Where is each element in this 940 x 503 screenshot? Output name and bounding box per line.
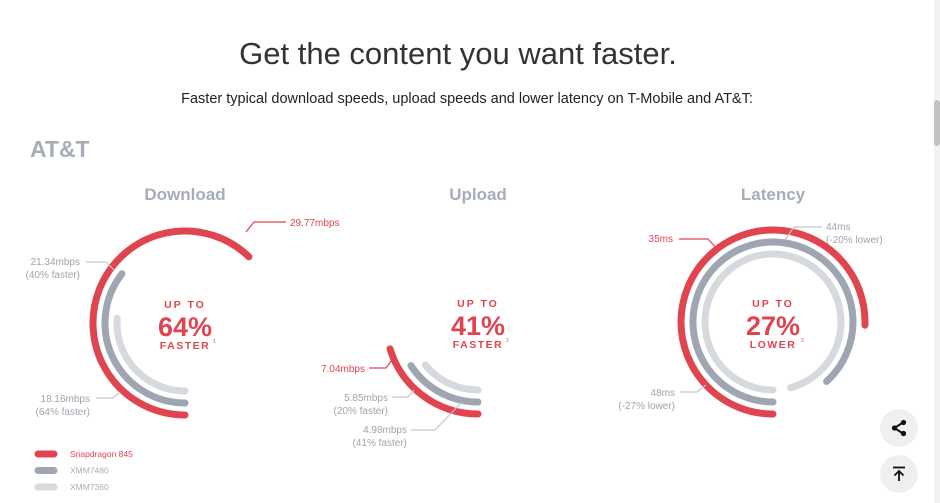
leader-line <box>369 359 393 369</box>
leader-line <box>784 226 822 241</box>
value-label: 29.77mbps <box>290 218 339 229</box>
arc-xmm7480 <box>407 362 482 406</box>
leader-line <box>680 384 707 393</box>
value-label: 21.34mbps <box>31 257 80 268</box>
footnote-marker: 3 <box>801 338 804 344</box>
arc-xmm7360 <box>113 314 189 395</box>
arc-snapdragon-845 <box>677 226 869 418</box>
center-top: UP TO <box>457 298 499 310</box>
page-subtitle: Faster typical download speeds, upload s… <box>181 91 753 107</box>
arc-xmm7360 <box>701 250 845 394</box>
value-note: (41% faster) <box>353 438 407 449</box>
value-label: 5.85mbps <box>344 393 388 404</box>
arc-xmm7480 <box>689 238 857 406</box>
carrier-heading: AT&T <box>30 136 90 162</box>
chart-upload: Upload 7.04mbps 5.85mbps (20% faster) 4.98mb… <box>321 185 509 449</box>
chart-download: Download 29.77mbps 21.34mbps (40% faster) 18… <box>26 185 339 419</box>
arc-snapdragon-845 <box>386 345 482 418</box>
leader-line <box>679 238 719 251</box>
share-icon <box>891 419 907 437</box>
legend-item: XMM7480 <box>34 466 109 476</box>
center-value: 64% <box>158 312 212 342</box>
chart-title: Latency <box>741 185 806 204</box>
value-note: (-20% lower) <box>826 235 883 246</box>
leader-line <box>96 391 121 399</box>
center-value: 27% <box>746 311 800 341</box>
footnote-marker: 2 <box>506 338 509 344</box>
legend-item: Snapdragon 845 <box>34 449 133 459</box>
share-button[interactable] <box>880 409 918 447</box>
center-top: UP TO <box>752 298 794 310</box>
value-label: 35ms <box>649 234 673 245</box>
legend-label: Snapdragon 845 <box>70 449 133 459</box>
legend-label: XMM7360 <box>70 482 109 492</box>
arc-xmm7360 <box>421 361 482 394</box>
leader-line <box>392 389 415 398</box>
back-to-top-button[interactable] <box>880 455 918 493</box>
arc-snapdragon-845 <box>89 227 253 419</box>
value-label: 4.98mbps <box>363 425 407 436</box>
center-top: UP TO <box>164 299 206 311</box>
chart-title: Download <box>144 185 225 204</box>
value-label: 7.04mbps <box>321 364 365 375</box>
value-label: 18.16mbps <box>41 394 90 405</box>
value-label: 44ms <box>826 222 850 233</box>
page-title: Get the content you want faster. <box>239 36 677 71</box>
arc-xmm7480 <box>101 270 189 407</box>
chart-latency: Latency 35ms 44ms (-20% lower) 48ms (-27% low… <box>618 185 883 418</box>
center-value: 41% <box>451 311 505 341</box>
center-bottom: FASTER <box>160 340 210 352</box>
center-bottom: FASTER <box>453 339 503 351</box>
back-to-top-icon <box>893 466 905 481</box>
value-note: (20% faster) <box>334 406 388 417</box>
scrollbar-thumb[interactable] <box>934 100 940 146</box>
legend-label: XMM7480 <box>70 466 109 476</box>
value-label: 48ms <box>651 388 675 399</box>
legend-item: XMM7360 <box>34 482 109 492</box>
scrollbar[interactable] <box>934 0 940 503</box>
leader-line <box>411 401 463 431</box>
leader-line <box>86 261 115 271</box>
chart-title: Upload <box>449 185 507 204</box>
footnote-marker: 1 <box>213 339 216 345</box>
center-bottom: LOWER <box>750 339 797 351</box>
value-note: (64% faster) <box>36 407 90 418</box>
value-note: (40% faster) <box>26 270 80 281</box>
value-note: (-27% lower) <box>618 401 675 412</box>
leader-line <box>245 221 286 233</box>
